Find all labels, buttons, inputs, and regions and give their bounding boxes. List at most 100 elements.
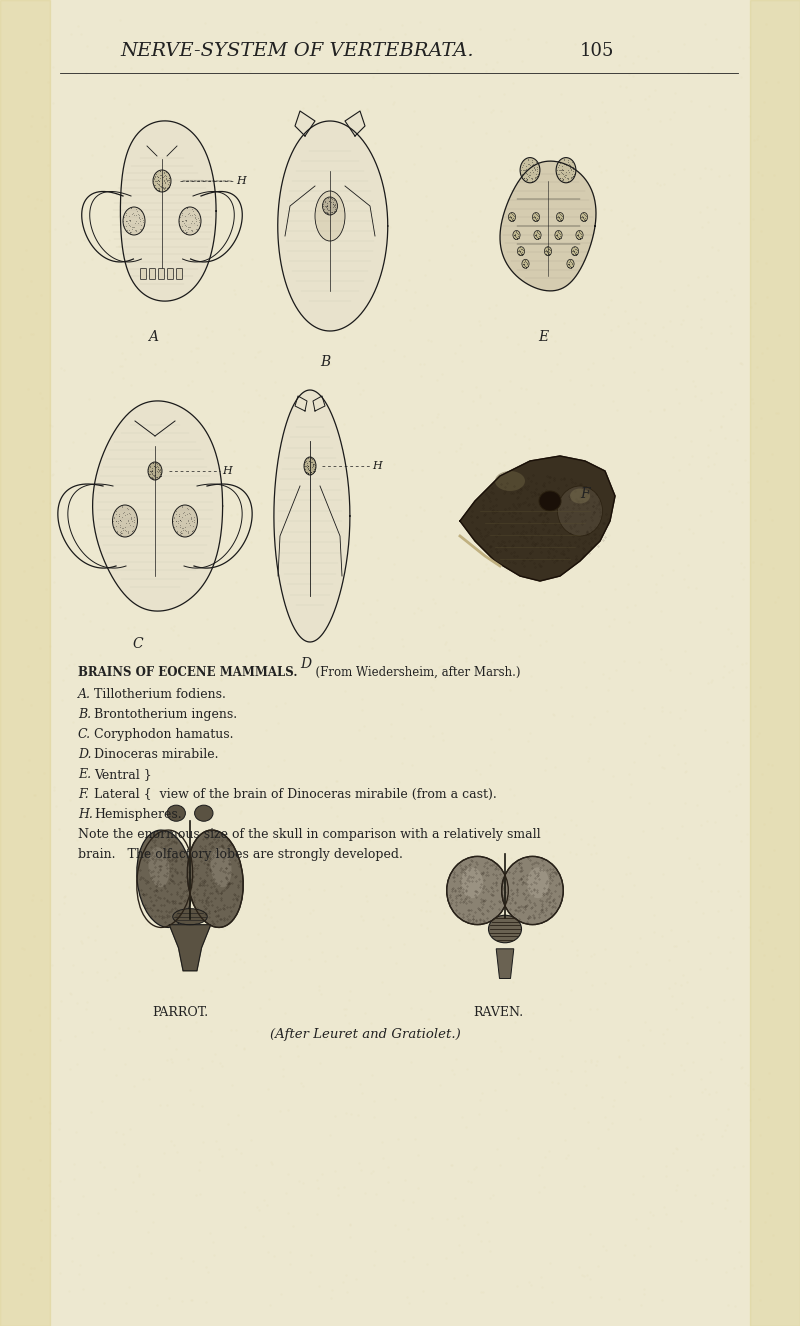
Point (271, 46, 284, 68)
Text: F.: F. (78, 788, 89, 801)
Point (430, 823, 442, 845)
Point (695, 467, 708, 488)
Point (462, 1002, 474, 1024)
Point (516, 241, 529, 263)
Point (319, 418, 332, 439)
Point (304, 243, 317, 264)
Point (672, 392, 685, 414)
Point (556, 163, 569, 184)
Point (363, 176, 376, 198)
Point (302, 463, 314, 484)
Point (546, 614, 558, 635)
Point (151, 461, 164, 483)
Point (530, 223, 542, 244)
Point (706, 236, 718, 257)
Point (274, 274, 286, 296)
Point (248, 346, 261, 367)
Point (332, 1184, 345, 1205)
Point (182, 216, 195, 237)
Point (35, 106, 48, 127)
Point (550, 224, 562, 245)
Point (24, 115, 37, 137)
Point (161, 332, 174, 353)
Point (562, 253, 575, 274)
Point (513, 227, 526, 248)
Point (566, 244, 579, 265)
Point (127, 507, 140, 528)
Point (710, 28, 722, 49)
Point (550, 223, 563, 244)
Point (125, 332, 138, 353)
Point (382, 1156, 394, 1177)
Point (162, 1028, 175, 1049)
Point (174, 757, 186, 778)
Point (565, 256, 578, 277)
Point (555, 1045, 568, 1066)
Point (579, 1050, 592, 1071)
Point (14, 513, 26, 534)
Point (112, 721, 125, 743)
Point (579, 207, 592, 228)
Point (268, 916, 281, 937)
Point (114, 514, 126, 536)
Point (446, 569, 459, 590)
Point (274, 191, 287, 212)
Point (26, 1269, 38, 1290)
Point (413, 1021, 426, 1042)
Point (326, 1280, 338, 1301)
Point (68, 654, 81, 675)
Point (34, 827, 47, 849)
Point (361, 890, 374, 911)
Point (711, 1158, 724, 1179)
Point (521, 252, 534, 273)
Point (156, 166, 169, 187)
Point (670, 998, 682, 1020)
Point (324, 797, 337, 818)
Point (75, 961, 88, 983)
Point (109, 1179, 122, 1200)
Point (525, 183, 538, 204)
Point (689, 1184, 702, 1205)
Point (333, 163, 346, 184)
Point (634, 927, 647, 948)
Point (408, 602, 421, 623)
Point (170, 511, 182, 532)
Point (560, 1148, 573, 1170)
Point (423, 65, 436, 86)
Ellipse shape (137, 830, 193, 927)
Point (759, 72, 772, 93)
Ellipse shape (576, 231, 583, 240)
Point (154, 459, 166, 480)
Point (763, 499, 776, 520)
Point (505, 847, 518, 869)
Point (302, 459, 314, 480)
Point (483, 297, 496, 318)
Point (318, 89, 331, 110)
Point (772, 324, 785, 345)
Point (298, 453, 310, 475)
Point (84, 610, 97, 631)
Point (571, 223, 584, 244)
Point (562, 168, 574, 190)
Point (176, 1290, 189, 1311)
Point (494, 1041, 507, 1062)
Point (198, 12, 211, 33)
Point (166, 987, 178, 1008)
Point (186, 371, 198, 392)
Point (117, 520, 130, 541)
Point (556, 210, 569, 231)
Point (557, 170, 570, 191)
Point (186, 220, 199, 241)
Point (123, 210, 136, 231)
Point (534, 227, 546, 248)
Point (123, 46, 136, 68)
Point (186, 1094, 199, 1115)
Point (357, 48, 370, 69)
Point (547, 703, 560, 724)
Point (150, 1006, 163, 1028)
Point (513, 853, 526, 874)
Point (354, 139, 367, 160)
Point (318, 879, 330, 900)
Point (362, 290, 374, 312)
Point (386, 907, 399, 928)
